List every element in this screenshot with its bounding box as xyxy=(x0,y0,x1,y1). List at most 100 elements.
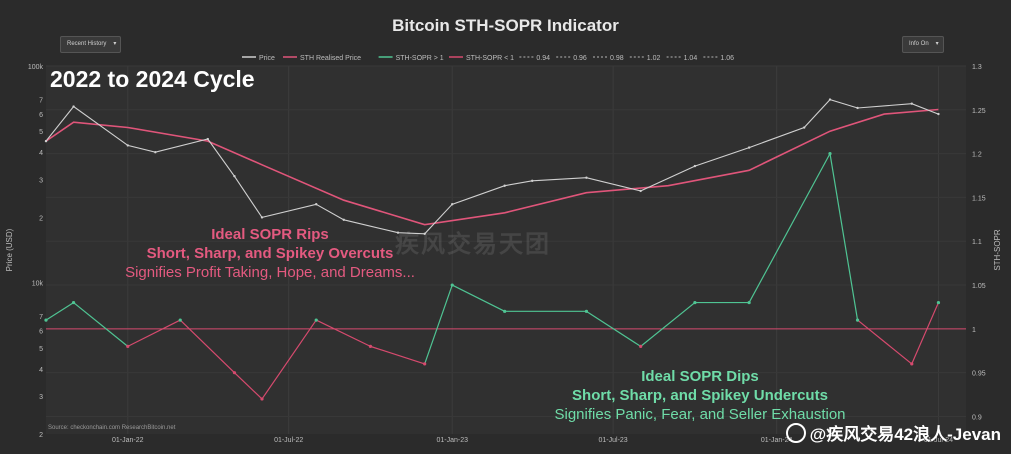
sopr-segment xyxy=(424,284,453,365)
price-point xyxy=(423,232,426,235)
y-left-tick-label: 100k xyxy=(28,64,44,71)
y-left-tick-label: 5 xyxy=(39,129,43,136)
sopr-segment xyxy=(586,310,641,347)
sopr-point xyxy=(450,283,454,287)
sopr-point xyxy=(855,318,860,322)
y-right-tick-label: 1.25 xyxy=(972,108,986,115)
legend-label: 1.04 xyxy=(684,55,698,62)
legend-label: 1.02 xyxy=(647,55,661,62)
chevron-down-icon: ▾ xyxy=(935,41,939,47)
y-left-axis-title: Price (USD) xyxy=(5,228,14,271)
price-point xyxy=(503,184,506,187)
sopr-segment xyxy=(261,319,317,400)
price-point xyxy=(856,106,859,110)
author-watermark: @疾风交易42浪人-Jevan xyxy=(785,420,1001,445)
price-point xyxy=(396,231,400,234)
sopr-segment xyxy=(451,284,505,312)
rips-title-2: Short, Sharp, and Spikey Overcuts xyxy=(146,245,394,262)
price-point xyxy=(260,216,264,219)
legend-label: STH Realised Price xyxy=(300,55,361,62)
y-right-tick-label: 1.05 xyxy=(972,283,986,290)
sopr-point xyxy=(828,152,832,156)
legend-label: 0.98 xyxy=(610,55,624,62)
price-point xyxy=(154,150,157,154)
y-left-tick-label: 3 xyxy=(39,177,43,184)
sopr-point xyxy=(584,309,589,313)
sopr-point xyxy=(71,300,76,305)
price-point xyxy=(693,164,697,168)
sopr-point xyxy=(639,344,643,348)
source-note: Source: checkonchain.com ResearchBitcoin… xyxy=(48,425,176,431)
y-right-tick-label: 1 xyxy=(972,327,976,334)
sopr-segment xyxy=(45,302,74,321)
sopr-point xyxy=(314,318,318,322)
price-point xyxy=(747,146,751,149)
sopr-point xyxy=(910,362,914,366)
y-right-tick-label: 1.2 xyxy=(972,152,982,159)
sopr-segment xyxy=(73,302,129,347)
y-left-tick-label: 4 xyxy=(39,367,43,374)
x-tick-label: 01-Jul-24 xyxy=(924,437,953,444)
x-tick-label: 01-Jul-23 xyxy=(599,437,628,444)
sopr-segment xyxy=(234,372,263,400)
price-point xyxy=(206,137,209,141)
dips-subtitle: Signifies Panic, Fear, and Seller Exhaus… xyxy=(554,406,846,423)
sopr-point xyxy=(368,344,373,348)
y-right-tick-label: 1.3 xyxy=(972,64,982,71)
sopr-point xyxy=(936,300,941,305)
legend-label: Price xyxy=(259,55,275,62)
y-left-tick-label: 5 xyxy=(39,346,43,353)
x-tick-label: 01-Jan-23 xyxy=(436,437,468,444)
y-left-tick-label: 4 xyxy=(39,150,43,157)
sopr-segment xyxy=(748,153,831,303)
y-right-tick-label: 0.9 xyxy=(972,414,982,421)
price-point xyxy=(828,98,832,101)
sopr-segment xyxy=(370,345,425,365)
y-right-axis-title: STH-SOPR xyxy=(993,229,1002,271)
price-point xyxy=(910,102,913,105)
price-point xyxy=(639,189,642,193)
dips-title-1: Ideal SOPR Dips xyxy=(641,368,759,385)
info-select-label: Info On xyxy=(909,41,929,47)
sopr-segment xyxy=(857,319,913,365)
sopr-point xyxy=(232,371,237,375)
sth-realised-price-line xyxy=(45,108,939,226)
sopr-segment xyxy=(640,302,696,347)
y-left-tick-label: 10k xyxy=(32,281,44,288)
faint-watermark: 疾风交易天团 xyxy=(395,231,551,258)
price-point xyxy=(72,105,75,108)
y-right-tick-label: 0.95 xyxy=(972,371,986,378)
y-left-tick-label: 3 xyxy=(39,394,43,401)
info-select[interactable]: Info On ▾ xyxy=(902,36,944,53)
price-point xyxy=(44,139,48,143)
sopr-point xyxy=(178,318,182,322)
sopr-segment xyxy=(127,319,181,347)
y-right-tick-label: 1.15 xyxy=(972,195,986,202)
history-select[interactable]: Recent History ▾ xyxy=(60,36,122,53)
x-tick-label: 01-Jul-22 xyxy=(274,437,303,444)
dips-title-2: Short, Sharp, and Spikey Undercuts xyxy=(572,387,828,404)
rips-subtitle: Signifies Profit Taking, Hope, and Dream… xyxy=(125,264,415,281)
price-point xyxy=(126,144,129,147)
y-left-tick-label: 6 xyxy=(39,329,43,336)
y-left-tick-label: 7 xyxy=(39,98,43,105)
legend-label: STH-SOPR > 1 xyxy=(396,55,444,62)
sopr-segment xyxy=(829,153,859,321)
sopr-point xyxy=(747,300,751,305)
y-left-tick-label: 6 xyxy=(39,112,43,119)
x-tick-label: 01-Jan-24 xyxy=(761,437,793,444)
legend-label: 1.06 xyxy=(720,55,734,62)
price-point xyxy=(342,218,345,221)
price-point xyxy=(315,203,318,206)
legend-label: 0.96 xyxy=(573,55,587,62)
history-select-label: Recent History xyxy=(67,41,107,47)
y-left-tick-label: 2 xyxy=(39,215,43,222)
rips-title-1: Ideal SOPR Rips xyxy=(211,226,329,243)
sopr-point xyxy=(693,300,697,305)
sopr-segment xyxy=(315,319,371,347)
y-right-tick-label: 1.1 xyxy=(972,239,982,246)
price-point xyxy=(531,179,534,183)
chart-title: Bitcoin STH-SOPR Indicator xyxy=(392,16,619,35)
sopr-point xyxy=(126,344,130,348)
